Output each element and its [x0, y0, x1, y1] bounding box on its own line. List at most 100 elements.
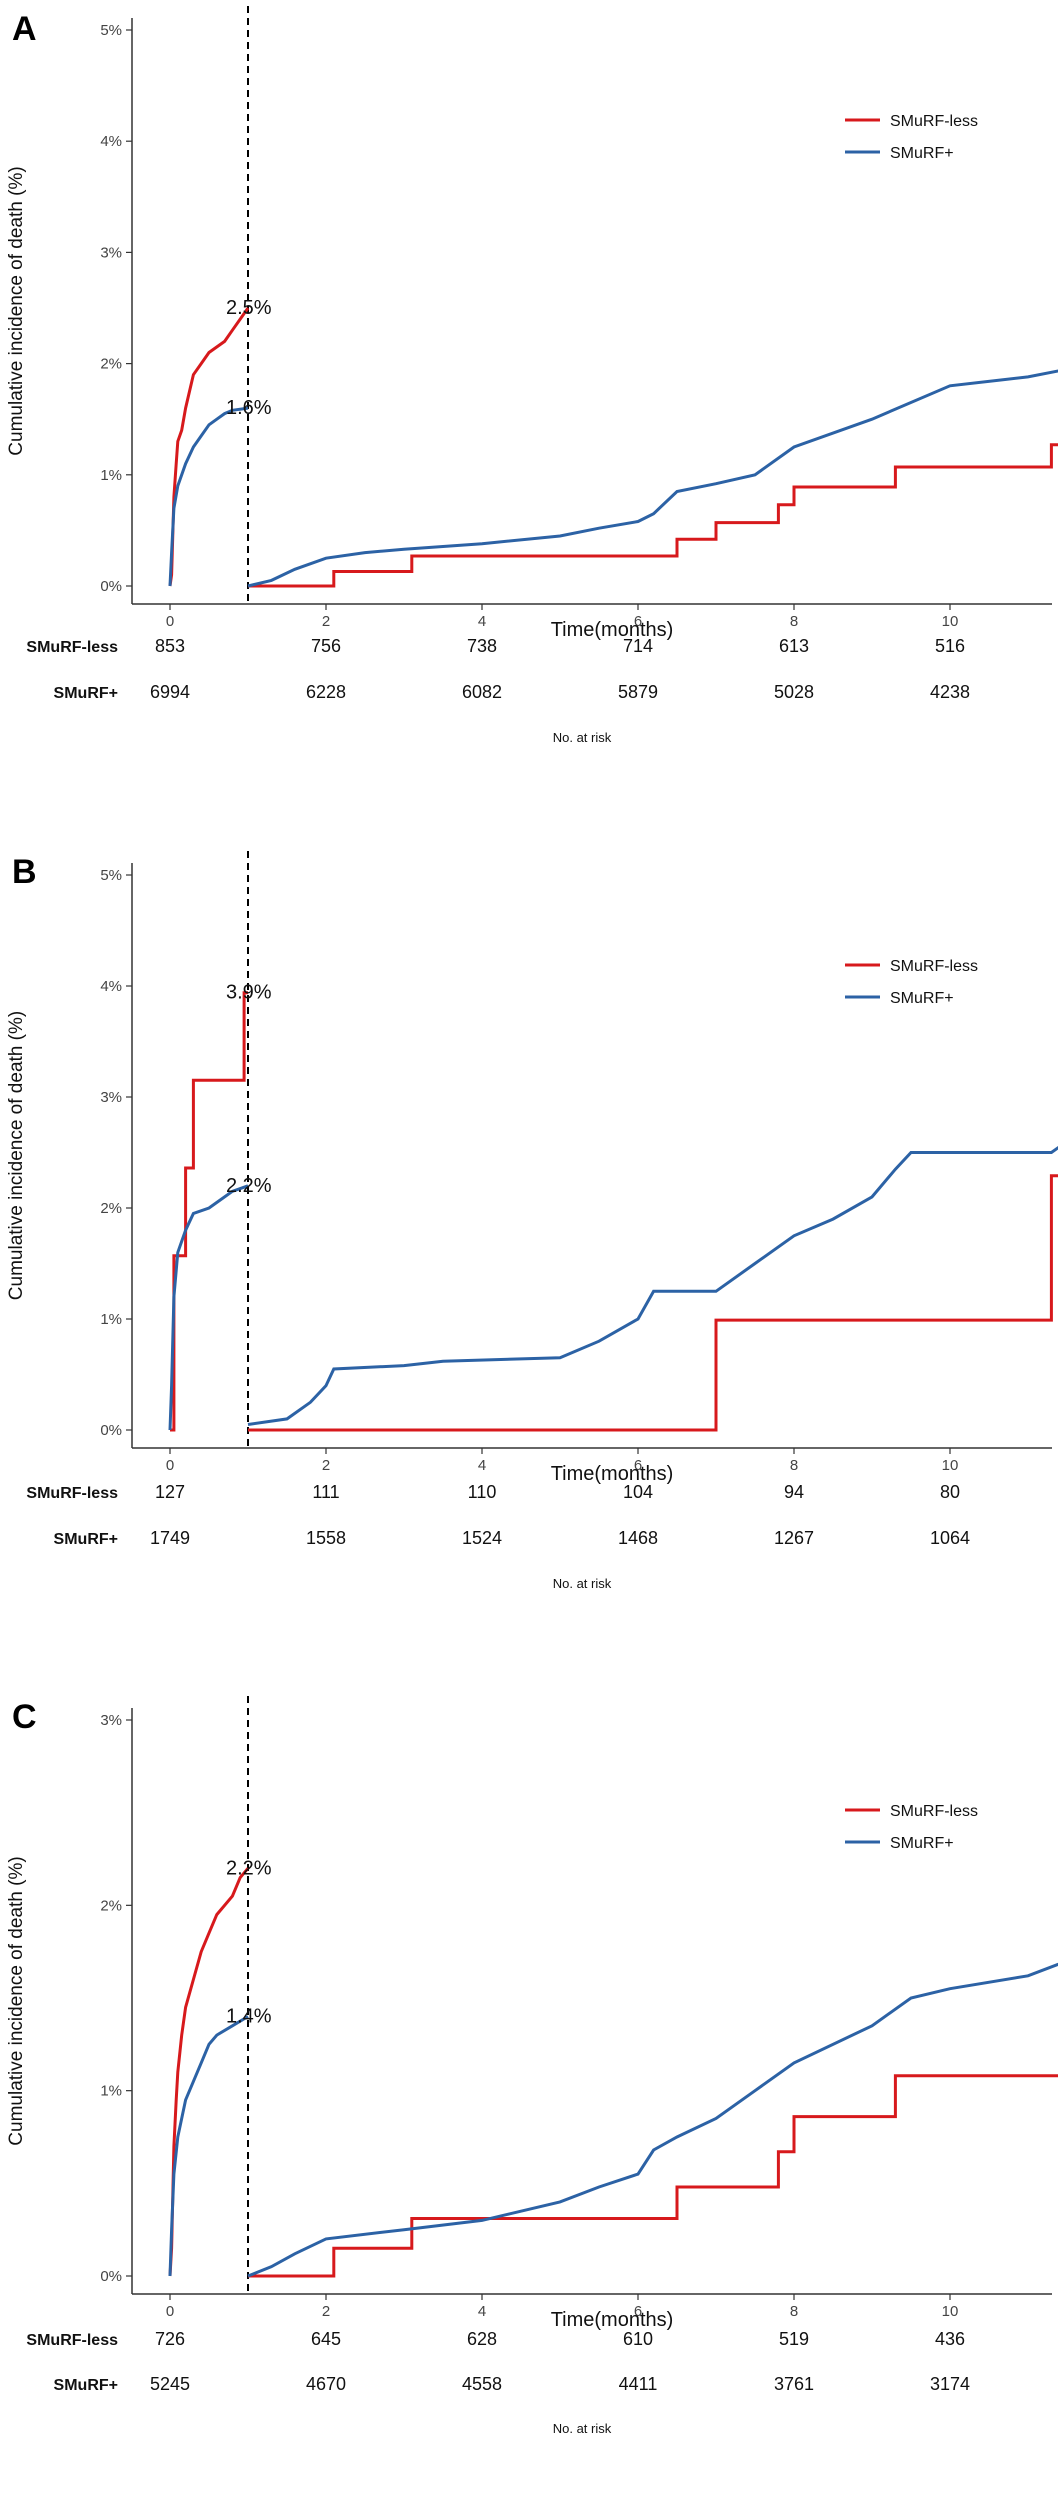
- risk-value: 628: [467, 2329, 497, 2349]
- risk-value: 1558: [306, 1528, 346, 1548]
- early-end-label: 3.9%: [226, 982, 272, 1004]
- risk-value: 613: [779, 636, 809, 656]
- series-line-late-less: [248, 2074, 1058, 2278]
- y-axis-title: Cumulative incidence of death (%): [6, 1011, 27, 1300]
- legend-label: SMuRF-less: [890, 113, 978, 130]
- series-line-late-plus: [247, 1145, 1058, 1426]
- y-tick-label: 2%: [100, 1897, 122, 1914]
- risk-row-name: SMuRF+: [54, 2377, 118, 2394]
- x-tick-label: 0: [166, 2303, 174, 2320]
- risk-value: 6082: [462, 682, 502, 702]
- risk-value: 6228: [306, 682, 346, 702]
- risk-value: 645: [311, 2329, 341, 2349]
- x-tick-label: 10: [942, 2303, 959, 2320]
- risk-value: 516: [935, 636, 965, 656]
- y-tick-label: 3%: [100, 1089, 122, 1106]
- y-tick-label: 4%: [100, 133, 122, 150]
- legend-label: SMuRF-less: [890, 1803, 978, 1820]
- y-tick-label: 2%: [100, 356, 122, 373]
- risk-table-title: No. at risk: [553, 1576, 612, 1591]
- legend-label: SMuRF+: [890, 1835, 954, 1852]
- risk-value: 1749: [150, 1528, 190, 1548]
- risk-row-name: SMuRF-less: [26, 639, 118, 656]
- y-tick-label: 3%: [100, 244, 122, 261]
- risk-value: 104: [623, 1482, 653, 1502]
- early-end-label: 2.2%: [226, 1857, 272, 1879]
- x-tick-label: 6: [634, 613, 642, 630]
- series-line-early-plus: [168, 1184, 249, 1431]
- x-tick-label: 10: [942, 1457, 959, 1474]
- legend-label: SMuRF+: [890, 145, 954, 162]
- risk-value: 714: [623, 636, 653, 656]
- panel-a: A0%1%2%3%4%5%024681012Cumulative inciden…: [6, 6, 1058, 745]
- y-tick-label: 1%: [100, 1311, 122, 1328]
- panel-letter: A: [12, 10, 37, 48]
- y-tick-label: 0%: [100, 2268, 122, 2285]
- risk-value: 110: [468, 1482, 497, 1502]
- series-line-late-less: [248, 443, 1058, 588]
- y-tick-label: 1%: [100, 2083, 122, 2100]
- risk-table-title: No. at risk: [553, 2421, 612, 2436]
- risk-value: 519: [779, 2329, 809, 2349]
- series-line-late-plus: [247, 369, 1058, 588]
- risk-value: 1468: [618, 1528, 658, 1548]
- y-tick-label: 0%: [100, 1422, 122, 1439]
- x-tick-label: 4: [478, 1457, 486, 1474]
- risk-value: 4558: [462, 2374, 502, 2394]
- y-tick-label: 2%: [100, 1200, 122, 1217]
- legend-label: SMuRF-less: [890, 958, 978, 975]
- risk-value: 726: [155, 2329, 185, 2349]
- risk-value: 1267: [774, 1528, 814, 1548]
- y-tick-label: 3%: [100, 1712, 122, 1729]
- risk-row-name: SMuRF-less: [26, 1485, 118, 1502]
- series-line-late-plus: [247, 1962, 1058, 2278]
- risk-value: 4238: [930, 682, 970, 702]
- early-end-label: 1.6%: [226, 397, 272, 419]
- series-line-early-less: [170, 991, 248, 1432]
- legend-label: SMuRF+: [890, 990, 954, 1007]
- x-tick-label: 8: [790, 613, 798, 630]
- panel-letter: B: [12, 853, 37, 891]
- risk-value: 127: [155, 1482, 185, 1502]
- risk-value: 5028: [774, 682, 814, 702]
- panel-b: B0%1%2%3%4%5%024681012Cumulative inciden…: [6, 851, 1058, 1591]
- risk-value: 3174: [930, 2374, 970, 2394]
- x-tick-label: 0: [166, 1457, 174, 1474]
- risk-value: 6994: [150, 682, 190, 702]
- x-tick-label: 2: [322, 613, 330, 630]
- series-line-early-less: [168, 1867, 250, 2277]
- series-line-early-less: [168, 307, 250, 587]
- y-axis-title: Cumulative incidence of death (%): [6, 166, 27, 455]
- x-tick-label: 0: [166, 613, 174, 630]
- early-end-label: 2.5%: [226, 297, 272, 319]
- x-axis-title: Time(months): [551, 619, 674, 641]
- risk-value: 4670: [306, 2374, 346, 2394]
- y-tick-label: 0%: [100, 578, 122, 595]
- risk-table-title: No. at risk: [553, 730, 612, 745]
- y-tick-label: 1%: [100, 467, 122, 484]
- risk-value: 1524: [462, 1528, 502, 1548]
- y-tick-label: 4%: [100, 978, 122, 995]
- risk-value: 4411: [619, 2374, 658, 2394]
- x-axis-title: Time(months): [551, 2309, 674, 2331]
- risk-value: 5245: [150, 2374, 190, 2394]
- x-tick-label: 8: [790, 1457, 798, 1474]
- x-tick-label: 4: [478, 2303, 486, 2320]
- x-tick-label: 2: [322, 2303, 330, 2320]
- early-end-label: 2.2%: [226, 1175, 272, 1197]
- x-tick-label: 2: [322, 1457, 330, 1474]
- risk-value: 436: [935, 2329, 965, 2349]
- risk-value: 111: [312, 1482, 339, 1502]
- risk-value: 1064: [930, 1528, 970, 1548]
- series-line-early-plus: [168, 406, 249, 587]
- y-tick-label: 5%: [100, 867, 122, 884]
- series-line-early-plus: [168, 2015, 249, 2277]
- risk-value: 5879: [618, 682, 658, 702]
- x-tick-label: 6: [634, 1457, 642, 1474]
- panel-c: C0%1%2%3%024681012Cumulative incidence o…: [6, 1696, 1058, 2436]
- risk-value: 738: [467, 636, 497, 656]
- risk-value: 3761: [774, 2374, 814, 2394]
- x-tick-label: 8: [790, 2303, 798, 2320]
- y-tick-label: 5%: [100, 22, 122, 39]
